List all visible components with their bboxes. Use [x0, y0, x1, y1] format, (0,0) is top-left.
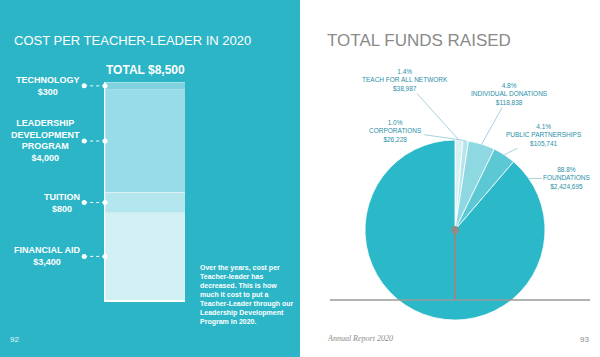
svg-text:1.0%CORPORATIONS$26,228: 1.0%CORPORATIONS$26,228 — [369, 119, 422, 143]
html-text:Annual Report 2020: Annual Report 2020 — [328, 334, 393, 343]
svg-text:TOTAL $8,500: TOTAL $8,500 — [106, 63, 185, 77]
svg-text:COST PER TEACHER-LEADER IN 202: COST PER TEACHER-LEADER IN 2020 — [14, 33, 251, 48]
svg-text:88.8%FOUNDATIONS$2,424,695: 88.8%FOUNDATIONS$2,424,695 — [543, 166, 590, 190]
svg-text:FINANCIAL AID$3,400: FINANCIAL AID$3,400 — [14, 245, 80, 267]
html-text:Over the years, cost per Teach: Over the years, cost per Teacher-leader … — [200, 264, 294, 325]
html-text:92: 92 — [10, 335, 19, 344]
svg-text:TOTAL FUNDS RAISED: TOTAL FUNDS RAISED — [327, 31, 511, 50]
svg-text:TECHNOLOGY$300: TECHNOLOGY$300 — [16, 75, 80, 97]
svg-text:1.4%TEACH FOR ALL NETWORK$38,9: 1.4%TEACH FOR ALL NETWORK$38,987 — [362, 68, 448, 92]
svg-text:TUITION$800: TUITION$800 — [44, 192, 80, 214]
svg-text:4.1%PUBLIC PARTNERSHIPS$105,74: 4.1%PUBLIC PARTNERSHIPS$105,741 — [506, 123, 582, 147]
svg-text:4.8%INDIVIDUAL DONATIONS$118,8: 4.8%INDIVIDUAL DONATIONS$118,838 — [471, 82, 548, 106]
svg-text:LEADERSHIPDEVELOPMENTPROGRAM$4: LEADERSHIPDEVELOPMENTPROGRAM$4,000 — [11, 118, 80, 163]
html-text:93: 93 — [580, 335, 589, 344]
